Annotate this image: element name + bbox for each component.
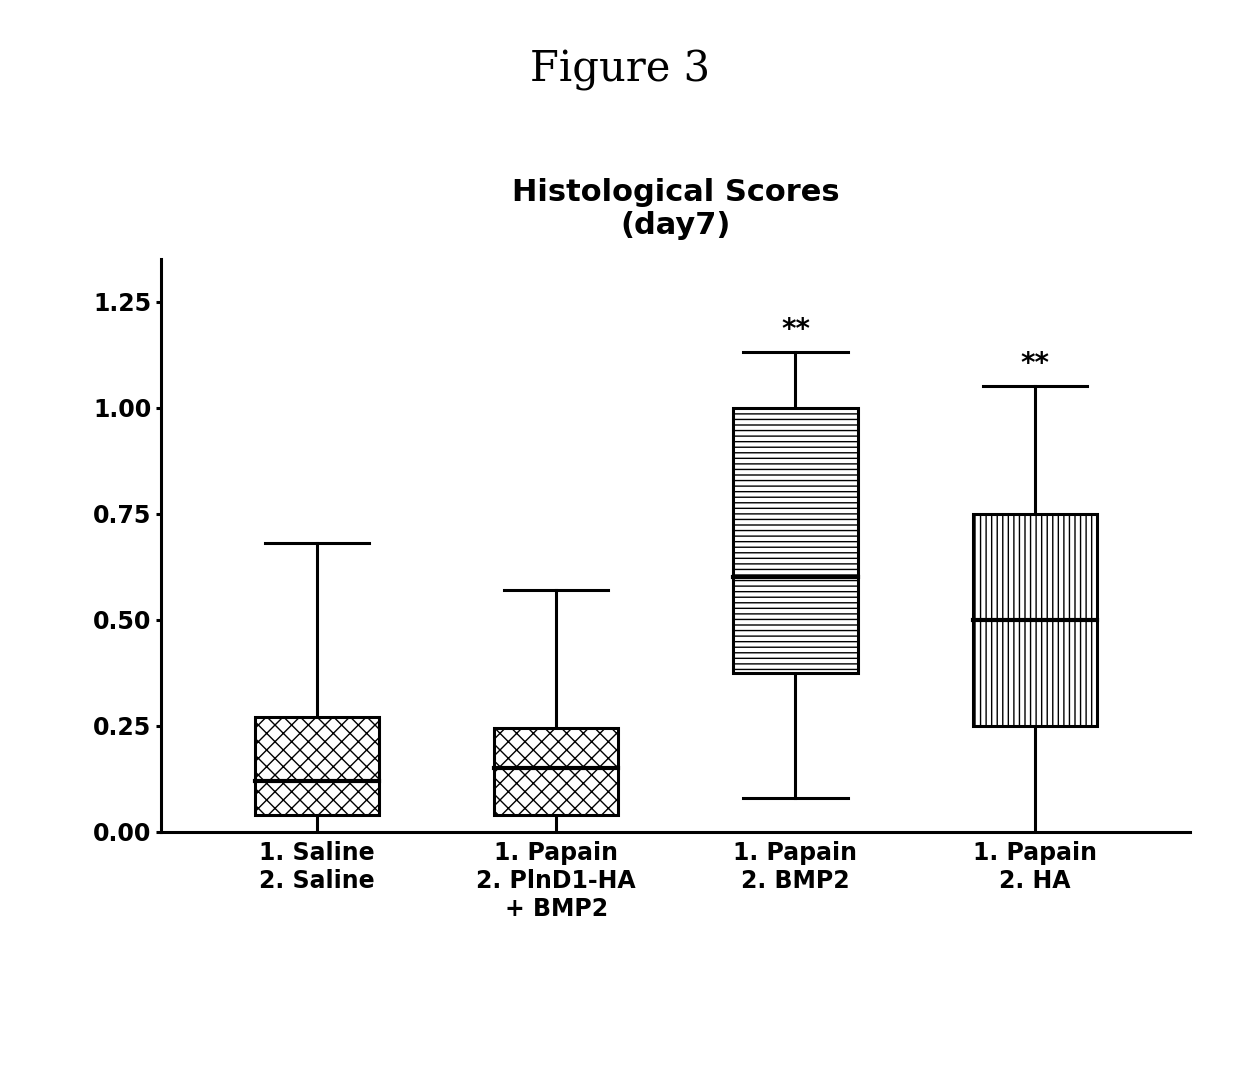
Text: Figure 3: Figure 3: [529, 49, 711, 91]
Bar: [733, 407, 858, 673]
Text: **: **: [1021, 350, 1049, 378]
Bar: [254, 717, 379, 814]
Bar: [494, 728, 619, 814]
Title: Histological Scores
(day7): Histological Scores (day7): [512, 177, 839, 240]
Text: **: **: [781, 316, 810, 345]
Bar: [972, 514, 1097, 726]
